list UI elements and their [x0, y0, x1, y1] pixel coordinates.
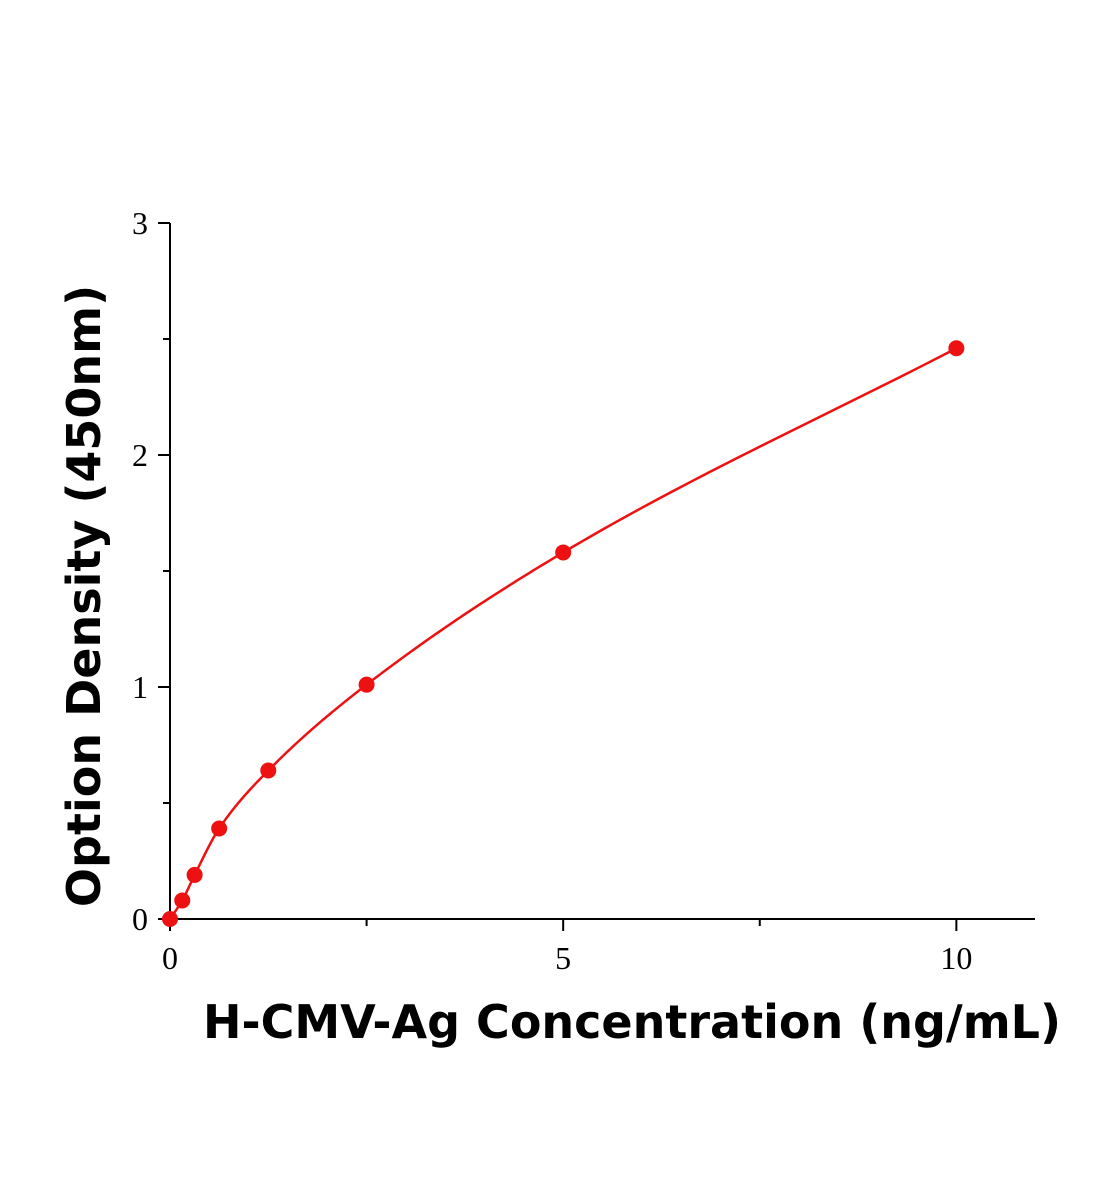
data-point: [211, 820, 228, 837]
y-tick-label: 1: [132, 669, 148, 705]
y-axis-title: Option Density (450nm): [57, 285, 111, 907]
data-point: [948, 340, 965, 357]
data-point: [174, 892, 191, 909]
x-axis-title: H-CMV-Ag Concentration (ng/mL): [203, 995, 1061, 1049]
data-point: [358, 676, 375, 693]
y-tick-label: 2: [132, 437, 148, 473]
x-tick-label: 5: [555, 940, 571, 976]
data-point: [555, 544, 572, 561]
data-points: [162, 340, 965, 927]
axes: [169, 223, 1035, 920]
x-tick-label: 10: [940, 940, 972, 976]
x-ticks: 0 5 10: [162, 919, 972, 976]
data-point: [186, 866, 203, 883]
x-tick-label: 0: [162, 940, 178, 976]
data-point: [260, 762, 277, 779]
fit-curve: [168, 347, 957, 920]
y-tick-label: 3: [132, 205, 148, 241]
data-point: [162, 911, 178, 927]
y-tick-label: 0: [132, 901, 148, 937]
y-ticks: 0 1 2 3: [132, 205, 170, 937]
